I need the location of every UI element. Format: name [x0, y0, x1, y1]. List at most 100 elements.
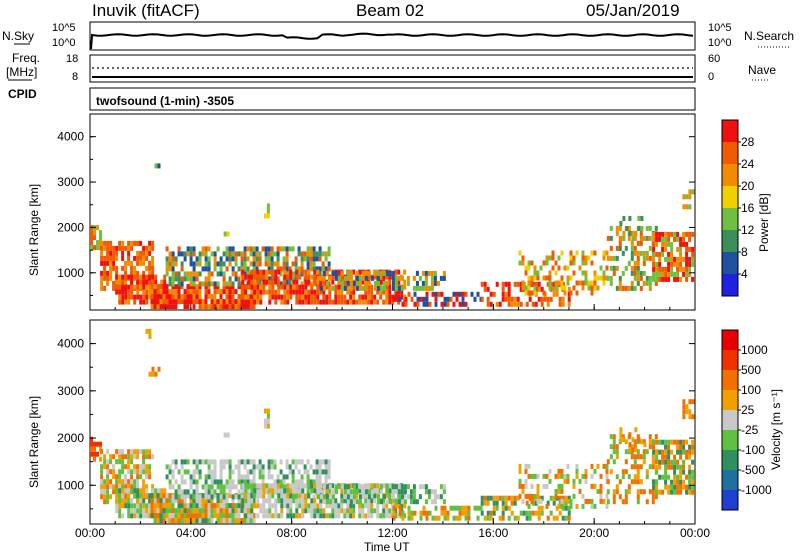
- data-cell: [324, 479, 328, 485]
- data-cell: [676, 484, 680, 490]
- data-cell: [434, 296, 438, 302]
- data-cell: [394, 484, 398, 490]
- data-cell: [171, 294, 175, 300]
- colorbar-tick-label: 8: [741, 245, 748, 259]
- data-cell: [407, 515, 411, 521]
- data-cell: [106, 474, 110, 480]
- data-cell: [192, 489, 196, 495]
- data-cell: [237, 284, 241, 290]
- data-cell: [310, 483, 314, 489]
- data-cell: [648, 235, 652, 241]
- data-cell: [268, 294, 272, 300]
- data-cell: [533, 265, 537, 271]
- data-cell: [513, 301, 517, 307]
- data-cell: [367, 294, 371, 300]
- data-cell: [225, 508, 229, 514]
- data-cell: [452, 505, 456, 511]
- data-cell: [615, 484, 619, 490]
- data-cell: [486, 510, 490, 516]
- data-cell: [148, 469, 152, 475]
- data-cell: [651, 494, 655, 500]
- data-cell: [458, 505, 462, 511]
- data-cell: [231, 508, 235, 514]
- data-cell: [301, 508, 305, 514]
- data-cell: [340, 488, 344, 494]
- data-cell: [162, 508, 166, 514]
- data-cell: [171, 261, 175, 267]
- data-cell: [334, 489, 338, 495]
- data-cell: [309, 281, 313, 287]
- data-cell: [115, 479, 119, 485]
- data-cell: [207, 518, 211, 524]
- data-cell: [289, 483, 293, 489]
- data-cell: [367, 483, 371, 489]
- data-cell: [189, 484, 193, 490]
- data-cell: [133, 294, 137, 300]
- data-cell: [279, 459, 283, 465]
- data-cell: [174, 489, 178, 495]
- data-cell: [151, 484, 155, 490]
- data-cell: [294, 464, 298, 470]
- x-tick-label: 20:00: [579, 526, 609, 540]
- data-cell: [118, 454, 122, 460]
- data-cell: [210, 479, 214, 485]
- data-cell: [156, 503, 160, 509]
- nsearch-label: N.Search: [744, 29, 795, 43]
- data-cell: [136, 454, 140, 460]
- data-cell: [258, 474, 262, 480]
- data-cell: [612, 255, 616, 261]
- data-cell: [428, 301, 432, 307]
- data-cell: [222, 518, 226, 524]
- data-cell: [670, 271, 674, 277]
- data-cell: [100, 489, 104, 495]
- data-cell: [124, 289, 128, 295]
- data-cell: [436, 280, 440, 286]
- data-cell: [560, 503, 564, 509]
- data-cell: [121, 503, 125, 509]
- data-cell: [392, 505, 396, 511]
- data-cell: [142, 479, 146, 485]
- data-cell: [606, 479, 610, 485]
- data-cell: [139, 498, 143, 504]
- data-cell: [186, 276, 190, 282]
- data-cell: [246, 271, 250, 277]
- data-cell: [271, 503, 275, 509]
- data-cell: [231, 246, 235, 252]
- data-cell: [243, 518, 247, 524]
- data-cell: [259, 294, 263, 300]
- data-cell: [133, 274, 137, 280]
- data-cell: [204, 281, 208, 287]
- data-cell: [234, 513, 238, 519]
- data-cell: [301, 284, 305, 290]
- data-cell: [250, 299, 254, 305]
- data-cell: [127, 250, 131, 256]
- data-cell: [124, 474, 128, 480]
- data-cell: [118, 498, 122, 504]
- data-cell: [560, 250, 564, 256]
- data-cell: [624, 494, 628, 500]
- data-cell: [219, 494, 223, 500]
- data-cell: [309, 464, 313, 470]
- data-cell: [673, 479, 677, 485]
- data-cell: [177, 503, 181, 509]
- data-cell: [361, 494, 365, 500]
- data-cell: [286, 274, 290, 280]
- data-cell: [658, 439, 662, 445]
- data-cell: [464, 291, 468, 297]
- data-cell: [263, 423, 267, 429]
- data-cell: [581, 255, 585, 261]
- data-cell: [162, 289, 166, 295]
- data-cell: [688, 271, 692, 277]
- data-cell: [177, 493, 181, 499]
- data-cell: [522, 510, 526, 516]
- data-cell: [127, 469, 131, 475]
- data-cell: [495, 281, 499, 287]
- data-cell: [545, 473, 549, 479]
- data-cell: [312, 246, 316, 252]
- data-cell: [615, 265, 619, 271]
- data-cell: [280, 488, 284, 494]
- data-cell: [557, 255, 561, 261]
- data-cell: [174, 276, 178, 282]
- data-cell: [433, 499, 437, 505]
- data-cell: [286, 513, 290, 519]
